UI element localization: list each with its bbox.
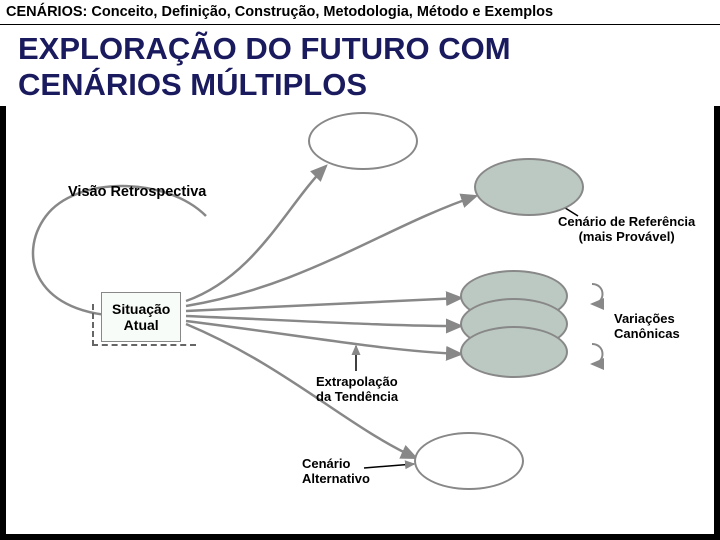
situacao-box: Situação Atual bbox=[101, 292, 181, 342]
label-cenario-ref: Cenário de Referência (mais Provável) bbox=[558, 214, 695, 244]
ref-l2: (mais Provável) bbox=[558, 229, 695, 244]
ellipse-reference bbox=[474, 158, 584, 216]
header-text: CENÁRIOS: Conceito, Definição, Construçã… bbox=[6, 4, 553, 20]
extrap-l2: da Tendência bbox=[316, 389, 398, 404]
bracket-bot bbox=[592, 344, 603, 364]
path-to-top bbox=[186, 166, 326, 301]
bracket-top bbox=[592, 284, 603, 304]
label-extrapolacao: Extrapolação da Tendência bbox=[316, 374, 398, 404]
alt-pointer bbox=[364, 464, 414, 468]
var-l1: Variações bbox=[614, 311, 680, 326]
alt-l1: Cenário bbox=[302, 456, 370, 471]
path-to-ref bbox=[186, 196, 476, 306]
situacao-l1: Situação bbox=[112, 301, 170, 317]
title-area: EXPLORAÇÃO DO FUTURO COM CENÁRIOS MÚLTIP… bbox=[0, 25, 720, 106]
extrap-l1: Extrapolação bbox=[316, 374, 398, 389]
var-l2: Canônicas bbox=[614, 326, 680, 341]
title-line1: EXPLORAÇÃO DO FUTURO COM bbox=[18, 31, 702, 67]
alt-l2: Alternativo bbox=[302, 471, 370, 486]
path-to-var3 bbox=[186, 321, 461, 354]
label-cenario-alt: Cenário Alternativo bbox=[302, 456, 370, 486]
title-line2: CENÁRIOS MÚLTIPLOS bbox=[18, 67, 702, 103]
label-visao: Visão Retrospectiva bbox=[68, 184, 206, 200]
ellipse-top-white bbox=[308, 112, 418, 170]
path-to-var2 bbox=[186, 316, 461, 326]
label-variacoes: Variações Canônicas bbox=[614, 311, 680, 341]
situacao-l2: Atual bbox=[112, 317, 170, 333]
ellipse-var3 bbox=[460, 326, 568, 378]
diagram-canvas: Visão Retrospectiva Situação Atual Extra… bbox=[6, 106, 714, 534]
ref-l1: Cenário de Referência bbox=[558, 214, 695, 229]
header-bar: CENÁRIOS: Conceito, Definição, Construçã… bbox=[0, 0, 720, 25]
ellipse-alternative bbox=[414, 432, 524, 490]
path-to-var1 bbox=[186, 298, 461, 311]
